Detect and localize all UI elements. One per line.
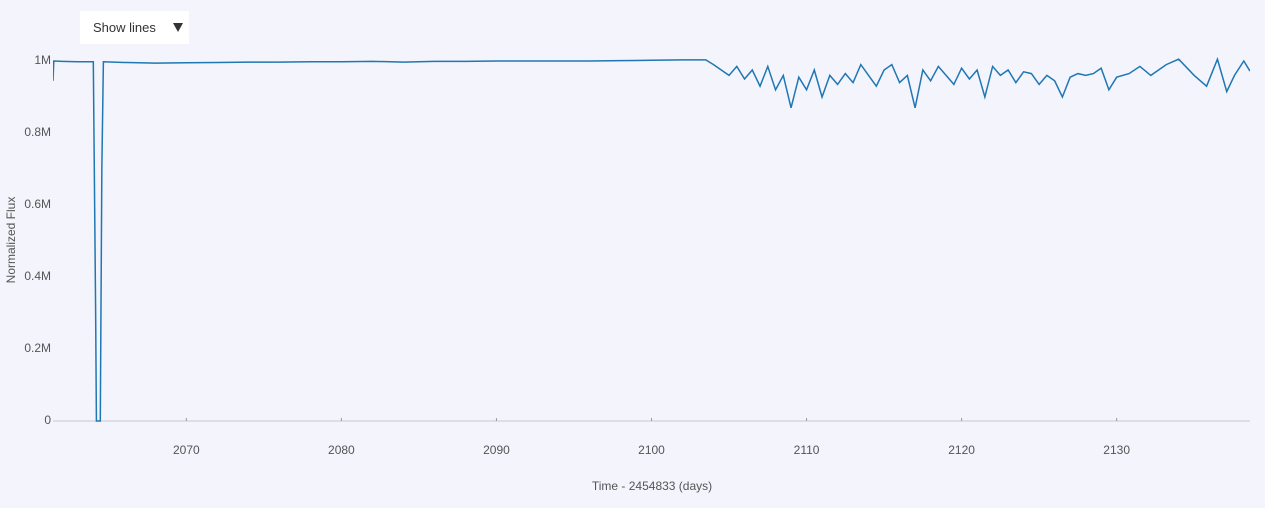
dropdown-arrow bbox=[173, 23, 183, 32]
x-tick-label: 2100 bbox=[638, 443, 665, 457]
x-tick-label: 2080 bbox=[328, 443, 355, 457]
x-tick-label: 2070 bbox=[173, 443, 200, 457]
dropdown-label: Show lines bbox=[93, 20, 156, 35]
x-tick-label: 2110 bbox=[794, 443, 820, 457]
dropdown[interactable]: Show lines bbox=[80, 11, 189, 44]
x-tick-label: 2090 bbox=[483, 443, 510, 457]
x-tick-label: 2120 bbox=[948, 443, 975, 457]
y-tick-label: 0.8M bbox=[24, 125, 51, 139]
y-tick-label: 0.6M bbox=[24, 197, 51, 211]
data-line bbox=[53, 56, 1250, 422]
x-tick-label: 2130 bbox=[1103, 443, 1130, 457]
y-tick-label: 0.2M bbox=[24, 341, 51, 355]
x-axis-label: Time - 2454833 (days) bbox=[592, 479, 712, 493]
y-tick-label: 1M bbox=[34, 53, 51, 67]
y-tick-label: 0 bbox=[44, 413, 51, 427]
y-tick-label: 0.4M bbox=[24, 269, 51, 283]
y-axis-label: Normalized Flux bbox=[4, 197, 18, 284]
